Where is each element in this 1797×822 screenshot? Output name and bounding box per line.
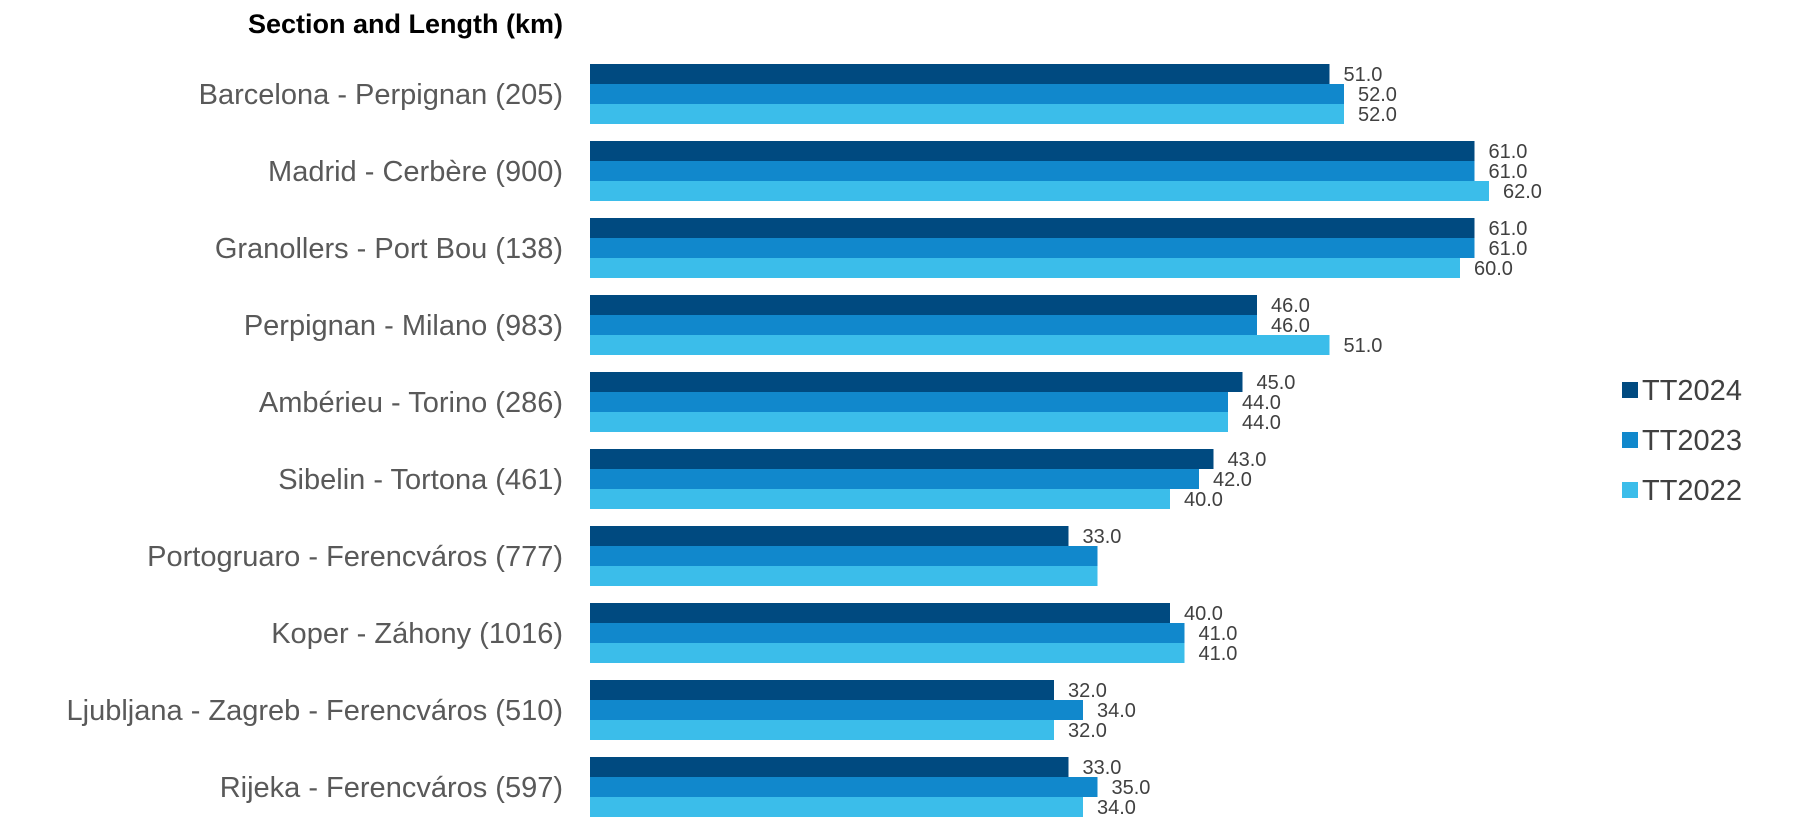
data-label: 32.0 [1068, 680, 1107, 702]
bar-tt2024 [590, 757, 1069, 777]
bars-layer [590, 64, 1489, 817]
category-label: Barcelona - Perpignan (205) [199, 79, 563, 111]
bar-tt2024 [590, 526, 1069, 546]
data-label: 61.0 [1489, 238, 1528, 260]
category-label: Portogruaro - Ferencváros (777) [147, 541, 563, 573]
legend: TT2024 TT2023 TT2022 [1622, 375, 1742, 507]
category-label: Rijeka - Ferencváros (597) [220, 772, 563, 804]
bar-tt2023 [590, 161, 1475, 181]
data-label: 52.0 [1358, 84, 1397, 106]
legend-label: TT2024 [1642, 375, 1742, 407]
bar-tt2023 [590, 315, 1257, 335]
bar-tt2024 [590, 295, 1257, 315]
data-label: 34.0 [1097, 797, 1136, 819]
data-label: 52.0 [1358, 104, 1397, 126]
bar-tt2024 [590, 64, 1330, 84]
legend-label: TT2022 [1642, 475, 1742, 507]
data-label: 46.0 [1271, 295, 1310, 317]
bar-tt2022 [590, 797, 1083, 817]
category-label: Ambérieu - Torino (286) [259, 387, 563, 419]
data-label: 43.0 [1228, 449, 1267, 471]
data-label: 62.0 [1503, 181, 1542, 203]
bar-tt2022 [590, 335, 1330, 355]
data-label: 44.0 [1242, 412, 1281, 434]
bar-tt2024 [590, 603, 1170, 623]
data-label: 51.0 [1344, 335, 1383, 357]
category-label: Ljubljana - Zagreb - Ferencváros (510) [67, 695, 563, 727]
data-label: 61.0 [1489, 141, 1528, 163]
data-label: 34.0 [1097, 700, 1136, 722]
bar-tt2024 [590, 141, 1475, 161]
data-labels: 51.052.052.061.061.062.061.061.060.046.0… [1068, 64, 1542, 819]
category-label: Madrid - Cerbère (900) [268, 156, 563, 188]
bar-tt2024 [590, 218, 1475, 238]
bar-tt2023 [590, 238, 1475, 258]
category-label: Koper - Záhony (1016) [271, 618, 563, 650]
bar-tt2022 [590, 412, 1228, 432]
legend-swatch [1622, 432, 1638, 448]
legend-swatch [1622, 482, 1638, 498]
chart-title: Section and Length (km) [248, 9, 563, 39]
data-label: 51.0 [1344, 64, 1383, 86]
data-label: 44.0 [1242, 392, 1281, 414]
bar-tt2022 [590, 489, 1170, 509]
bar-tt2023 [590, 623, 1185, 643]
bar-tt2022 [590, 643, 1185, 663]
bar-tt2023 [590, 392, 1228, 412]
data-label: 33.0 [1083, 757, 1122, 779]
data-label: 40.0 [1184, 489, 1223, 511]
data-label: 42.0 [1213, 469, 1252, 491]
data-label: 46.0 [1271, 315, 1310, 337]
bar-tt2023 [590, 777, 1098, 797]
bar-tt2023 [590, 700, 1083, 720]
data-label: 45.0 [1257, 372, 1296, 394]
bar-tt2022 [590, 104, 1344, 124]
data-label: 33.0 [1083, 526, 1122, 548]
category-label: Granollers - Port Bou (138) [215, 233, 563, 265]
legend-swatch [1622, 382, 1638, 398]
data-label: 41.0 [1199, 623, 1238, 645]
category-label: Sibelin - Tortona (461) [278, 464, 563, 496]
data-label: 41.0 [1199, 643, 1238, 665]
data-label: 35.0 [1112, 777, 1151, 799]
bar-tt2023 [590, 546, 1098, 566]
bar-tt2024 [590, 372, 1243, 392]
bar-tt2024 [590, 449, 1214, 469]
data-label: 61.0 [1489, 161, 1528, 183]
bar-tt2022 [590, 720, 1054, 740]
data-label: 60.0 [1474, 258, 1513, 280]
bar-tt2023 [590, 84, 1344, 104]
data-label: 32.0 [1068, 720, 1107, 742]
data-label: 61.0 [1489, 218, 1528, 240]
category-label: Perpignan - Milano (983) [244, 310, 563, 342]
bar-tt2022 [590, 181, 1489, 201]
bar-tt2022 [590, 258, 1460, 278]
data-label: 40.0 [1184, 603, 1223, 625]
legend-label: TT2023 [1642, 425, 1742, 457]
bar-tt2022 [590, 566, 1098, 586]
bar-tt2024 [590, 680, 1054, 700]
bar-tt2023 [590, 469, 1199, 489]
category-labels: Barcelona - Perpignan (205) Madrid - Cerb… [67, 79, 563, 804]
